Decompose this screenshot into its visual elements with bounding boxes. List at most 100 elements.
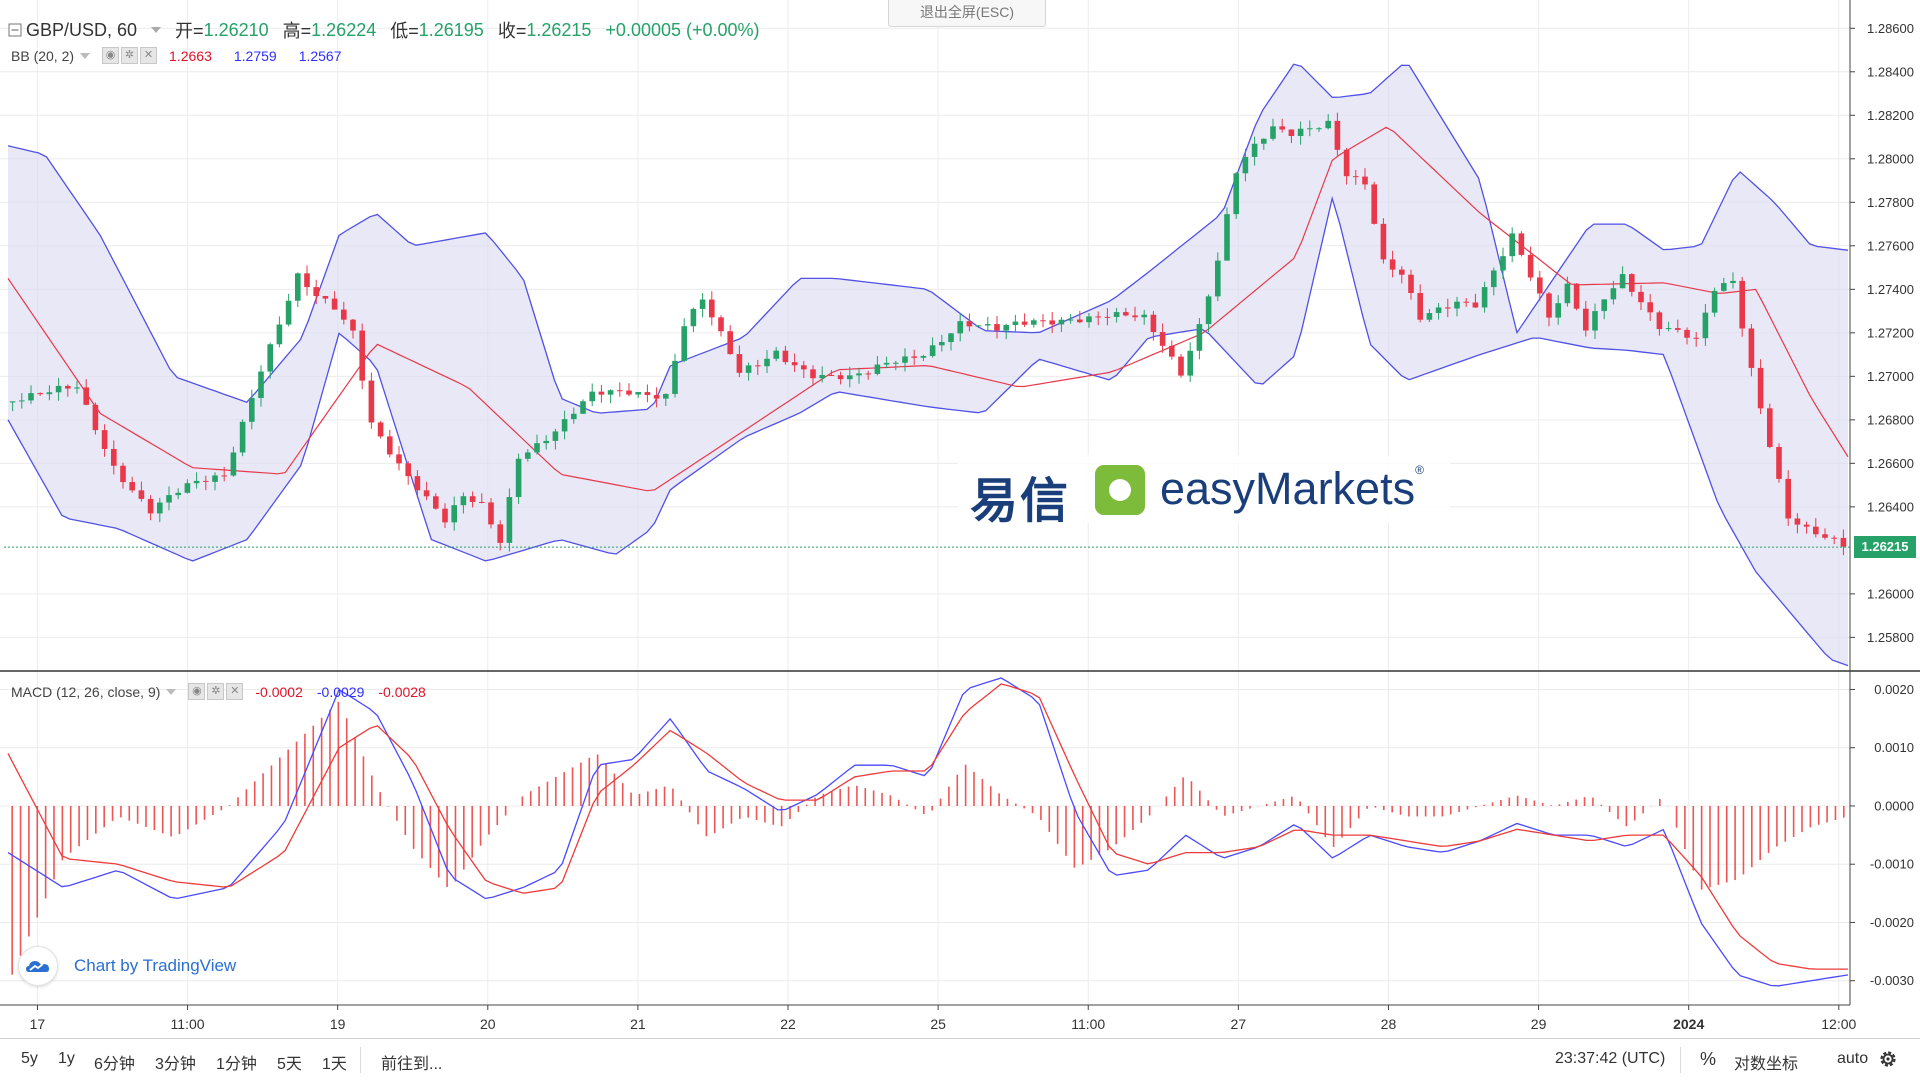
candle <box>92 402 99 435</box>
candle <box>203 475 209 491</box>
candle <box>653 387 660 408</box>
range-5y[interactable]: 5y <box>21 1050 38 1067</box>
price-axis-label: 1.28400 <box>1867 64 1914 79</box>
candle-body <box>230 452 237 476</box>
price-axis-label: 1.28200 <box>1867 108 1914 123</box>
open-label: 开= <box>175 21 204 41</box>
candle-body <box>1205 296 1212 325</box>
percent-toggle[interactable]: % <box>1700 1049 1717 1069</box>
candle-body <box>1141 314 1147 318</box>
candle <box>1077 310 1083 324</box>
candle-body <box>736 354 743 373</box>
candle <box>1564 276 1571 307</box>
tradingview-cloud-icon <box>18 946 58 986</box>
candle-body <box>1251 143 1258 157</box>
bb-upper-line <box>7 63 1849 414</box>
candle-body <box>745 365 752 373</box>
candle-body <box>644 392 651 396</box>
goto-date-button[interactable]: 前往到... <box>381 1056 443 1073</box>
price-pane[interactable] <box>4 63 1850 667</box>
candle <box>184 479 191 494</box>
bb-band-fill <box>8 64 1848 666</box>
macd-histogram <box>11 701 1845 975</box>
candle-body <box>718 317 724 332</box>
candle-body <box>387 436 393 455</box>
time-axis[interactable]: 17 11:00 19 20 21 22 25 11:00 27 28 29 2024 12:00 <box>30 1005 1857 1032</box>
exit-fullscreen-button[interactable]: 退出全屏(ESC) <box>888 0 1046 27</box>
candle <box>1288 129 1295 144</box>
candle <box>1435 303 1442 320</box>
eye-icon[interactable]: ◉ <box>102 47 120 64</box>
macd-name[interactable]: MACD (12, 26, close, 9) <box>11 683 161 700</box>
close-icon[interactable]: ✕ <box>140 47 158 64</box>
range-1min[interactable]: 1分钟 <box>216 1056 257 1073</box>
price-axis-label: 1.26600 <box>1867 456 1914 471</box>
macd-pane[interactable] <box>7 677 1849 987</box>
tradingview-badge[interactable]: Chart by TradingView <box>18 946 236 986</box>
bb-name[interactable]: BB (20, 2) <box>11 47 75 64</box>
candle <box>1031 318 1037 328</box>
candle <box>911 349 917 365</box>
candle-body <box>111 448 117 466</box>
bb-basis-line <box>7 126 1849 492</box>
gear-icon[interactable]: ✲ <box>207 683 225 700</box>
chevron-down-icon[interactable] <box>80 52 91 59</box>
candle <box>699 292 706 318</box>
candle <box>1491 267 1497 296</box>
collapse-square-icon[interactable] <box>8 23 22 37</box>
gear-icon[interactable] <box>1878 1049 1898 1074</box>
candle <box>552 428 559 450</box>
candle <box>1021 313 1028 327</box>
candle-body <box>1767 408 1773 447</box>
candle-body <box>1500 256 1506 271</box>
candle-body <box>368 380 375 423</box>
candle <box>1619 266 1626 289</box>
eye-icon[interactable]: ◉ <box>188 683 206 700</box>
candle <box>1132 306 1138 322</box>
chevron-down-icon[interactable] <box>151 27 162 33</box>
chevron-down-icon[interactable] <box>166 688 177 695</box>
macd-value: -0.0029 <box>316 683 365 700</box>
candle <box>1573 283 1580 311</box>
candle <box>1785 470 1791 526</box>
log-scale-toggle[interactable]: 对数坐标 <box>1734 1056 1799 1073</box>
chart-canvas[interactable]: 1.28600 1.28400 1.28200 1.28000 1.27800 1.276… <box>0 0 1920 1040</box>
candle <box>368 372 375 429</box>
bottom-toolbar: 5y 1y 6分钟 3分钟 1分钟 5天 1天 前往到... 23:37:42 … <box>0 1038 1920 1081</box>
bb-upper-value: 1.2759 <box>233 47 277 64</box>
candle-body <box>1665 328 1672 330</box>
range-1d[interactable]: 1天 <box>322 1056 347 1073</box>
gear-icon[interactable]: ✲ <box>121 47 139 64</box>
signal-value: -0.0028 <box>378 683 426 700</box>
range-5d[interactable]: 5天 <box>277 1056 302 1073</box>
candle-body <box>663 393 669 399</box>
candle-body <box>515 458 522 498</box>
auto-scale-toggle[interactable]: auto <box>1837 1050 1869 1067</box>
candle-body <box>1178 356 1184 376</box>
close-icon[interactable]: ✕ <box>226 683 244 700</box>
candle <box>1481 281 1488 313</box>
candle <box>46 385 53 401</box>
clock-display[interactable]: 23:37:42 (UTC) <box>1555 1050 1666 1067</box>
candle-body <box>1555 303 1561 318</box>
symbol-label[interactable]: GBP/USD, 60 <box>26 19 138 40</box>
price-axis[interactable]: 1.28600 1.28400 1.28200 1.28000 1.27800 1.276… <box>1850 21 1914 645</box>
macd-axis[interactable]: 0.0020 0.0010 0.0000 -0.0010 -0.0020 -0.0030 <box>1850 682 1914 988</box>
candle <box>1233 172 1239 220</box>
candle <box>1297 121 1304 145</box>
range-6min[interactable]: 6分钟 <box>94 1056 135 1073</box>
candle <box>571 407 577 424</box>
candle-body <box>709 299 715 318</box>
candle-body <box>1527 254 1534 278</box>
range-1y[interactable]: 1y <box>58 1050 75 1067</box>
candle <box>985 316 991 331</box>
candle-body <box>1785 478 1791 519</box>
range-3min[interactable]: 3分钟 <box>155 1056 196 1073</box>
time-axis-label: 2024 <box>1673 1016 1704 1032</box>
candle <box>607 389 614 404</box>
candle <box>9 401 16 412</box>
watermark-cn: 易信 <box>970 475 1071 528</box>
candle-body <box>1288 129 1295 136</box>
price-axis-label: 1.28600 <box>1867 21 1914 36</box>
candle <box>1113 307 1120 323</box>
